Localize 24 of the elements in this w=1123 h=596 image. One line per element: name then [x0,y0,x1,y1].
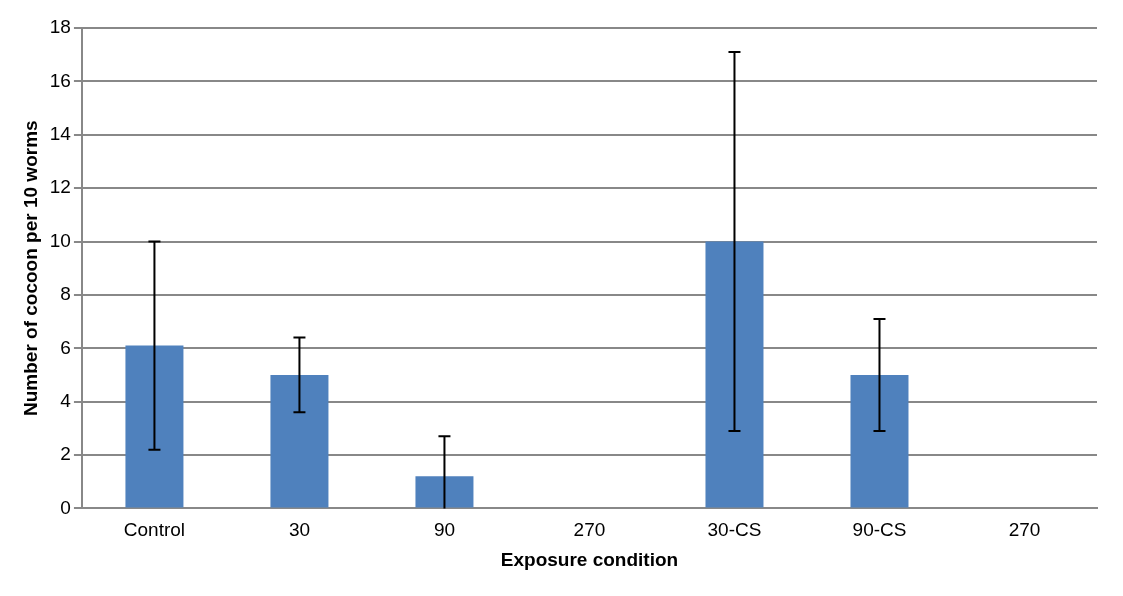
y-tick-label: 4 [60,389,72,411]
y-tick-label: 14 [49,122,72,144]
bar [850,374,909,508]
bar [415,476,474,508]
x-tick-label: Control [123,519,186,541]
x-tick-label: 90-CS [852,519,907,541]
x-tick-label: 90 [433,519,456,541]
x-tick-label: 30 [288,519,311,541]
y-tick-label: 8 [60,283,71,305]
y-tick-label: 18 [49,16,71,38]
y-tick-label: 16 [49,69,71,91]
y-tick-label: 12 [49,176,71,198]
y-tick-label: 0 [60,496,71,518]
bar [705,241,764,508]
bar [125,345,184,508]
y-axis-title: Number of cocoon per 10 worms [19,120,41,417]
y-tick-label: 2 [60,443,71,465]
y-tick-label: 10 [49,229,71,251]
x-axis-title: Exposure condition [500,548,679,570]
x-tick-label: 270 [1008,519,1041,541]
x-tick-label: 30-CS [707,519,762,541]
y-tick-label: 6 [60,336,71,358]
bar [270,374,329,508]
x-tick-label: 270 [573,519,606,541]
